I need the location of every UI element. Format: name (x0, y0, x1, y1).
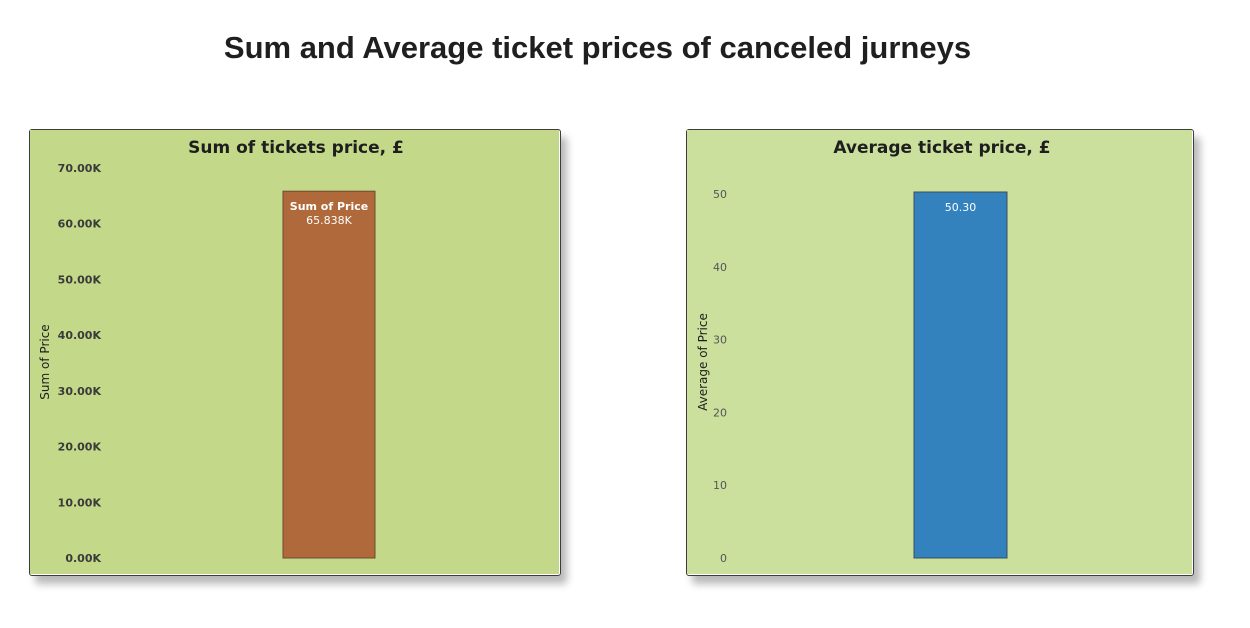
sum-y-tick-label: 30.00K (58, 385, 102, 398)
sum-price-chart-card: Sum of tickets price, £ 0.00K 10.00K 20.00K… (29, 129, 561, 576)
sum-y-axis-label: Sum of Price (38, 324, 52, 399)
sum-y-tick-label: 40.00K (58, 329, 102, 342)
avg-y-tick-label: 30 (713, 334, 727, 347)
avg-bar-data-label: 50.30 (945, 201, 977, 214)
sum-y-tick-label: 20.00K (58, 441, 102, 454)
sum-y-tick-label: 60.00K (58, 218, 102, 231)
page-title: Sum and Average ticket prices of cancele… (223, 30, 972, 65)
sum-y-tick-label: 50.00K (58, 273, 102, 286)
avg-y-tick-label: 0 (720, 552, 727, 565)
avg-y-tick-label: 10 (713, 479, 727, 492)
sum-bar (282, 190, 376, 559)
avg-chart-title: Average ticket price, £ (833, 138, 1050, 158)
sum-y-tick-label: 10.00K (58, 496, 102, 509)
avg-y-tick-label: 50 (713, 188, 727, 201)
average-price-chart-card: Average ticket price, £ 0 10 20 30 40 50 Averag… (686, 129, 1194, 576)
sum-bar-data-label: 65.838K (306, 214, 352, 227)
sum-y-tick-label: 0.00K (65, 552, 101, 565)
average-price-chart: Average ticket price, £ 0 10 20 30 40 50 Averag… (687, 130, 1192, 574)
avg-y-axis-label: Average of Price (696, 313, 710, 411)
avg-y-tick-label: 20 (713, 406, 727, 419)
avg-bar (913, 191, 1008, 559)
sum-bar-series-label: Sum of Price (290, 200, 368, 213)
sum-chart-title: Sum of tickets price, £ (188, 138, 404, 158)
avg-y-tick-label: 40 (713, 261, 727, 274)
sum-y-tick-label: 70.00K (58, 162, 102, 175)
sum-price-chart: Sum of tickets price, £ 0.00K 10.00K 20.00K… (30, 130, 559, 574)
